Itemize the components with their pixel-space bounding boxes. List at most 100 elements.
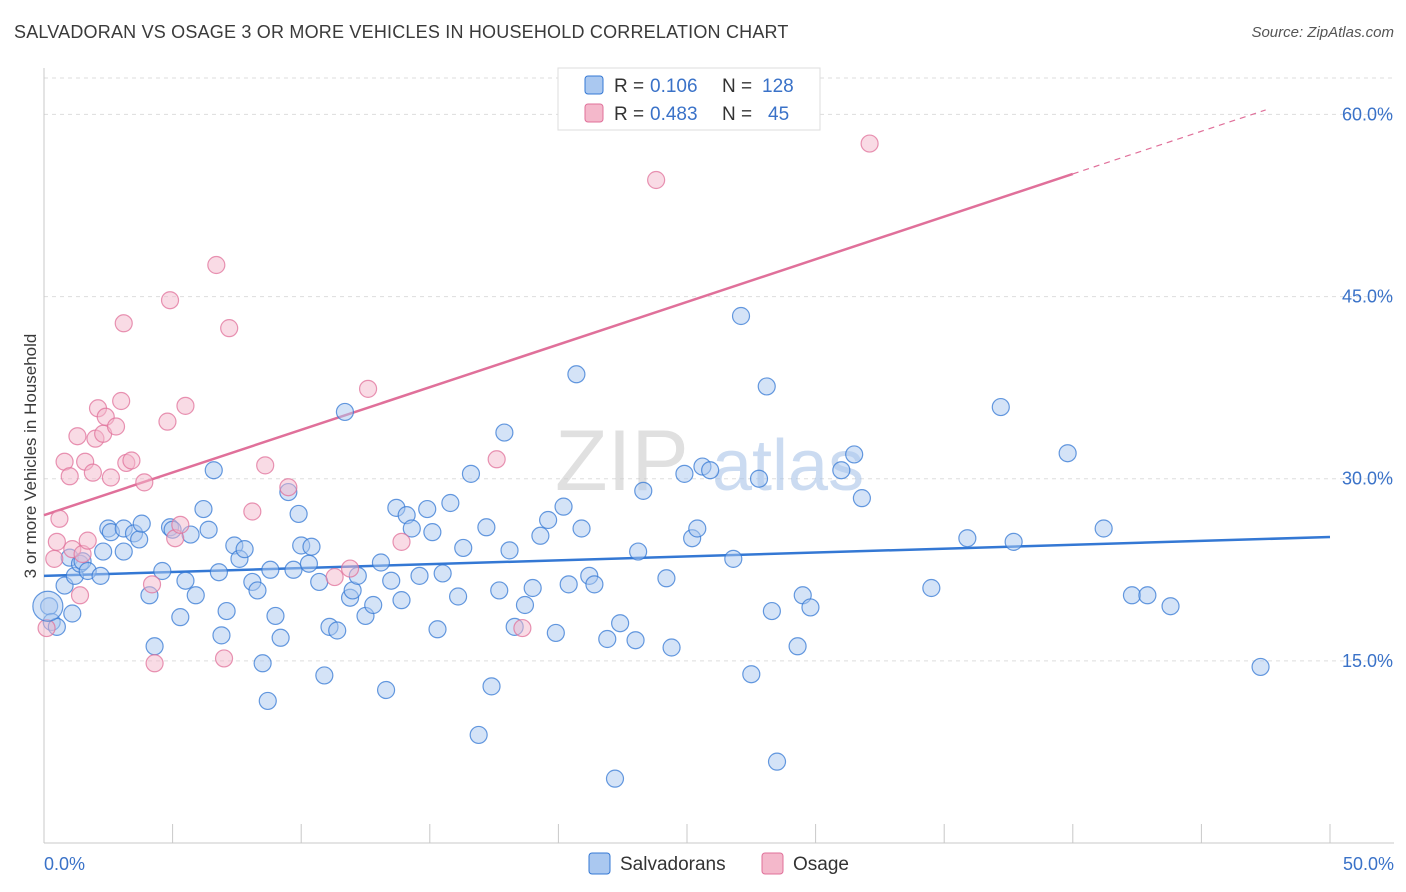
point-salvadorans (376, 680, 396, 700)
legend-r-value-2: 0.483 (650, 104, 698, 125)
point-salvadorans (477, 518, 496, 537)
point-salvadorans (490, 581, 509, 600)
point-salvadorans (991, 397, 1010, 417)
point-salvadorans (428, 620, 447, 639)
point-salvadorans (788, 637, 807, 656)
point-salvadorans (266, 606, 285, 626)
point-salvadorans (204, 461, 223, 480)
point-osage (160, 291, 180, 310)
point-salvadorans (469, 725, 488, 745)
legend-stats: R = 0.106 N = 128 R = 0.483 N = 45 (557, 67, 821, 131)
point-salvadorans (554, 497, 573, 516)
point-osage (243, 502, 262, 521)
point-salvadorans (392, 591, 411, 610)
point-salvadorans (145, 637, 164, 656)
point-salvadorans (572, 519, 591, 538)
point-osage (214, 649, 234, 668)
point-osage (45, 549, 64, 568)
x-tick-labels: 0.0% 50.0% (44, 854, 1394, 874)
point-salvadorans (626, 631, 645, 650)
point-salvadorans (63, 604, 82, 623)
point-osage (37, 618, 56, 638)
point-osage (256, 456, 275, 475)
point-salvadorans (1138, 586, 1157, 605)
legend-swatch-salvadorans-bottom (588, 852, 611, 875)
point-salvadorans (284, 560, 303, 579)
point-osage (50, 509, 69, 528)
point-salvadorans (176, 571, 195, 590)
point-salvadorans (130, 530, 149, 549)
y-axis-label: 3 or more Vehicles in Household (21, 334, 40, 579)
point-salvadorans (261, 560, 280, 579)
point-salvadorans (724, 549, 743, 568)
point-salvadorans (94, 542, 113, 561)
point-salvadorans (248, 581, 267, 600)
point-osage (279, 478, 298, 497)
point-salvadorans-cluster (32, 590, 64, 622)
chart-title: SALVADORAN VS OSAGE 3 OR MORE VEHICLES I… (14, 22, 789, 42)
point-osage (142, 575, 162, 594)
point-salvadorans (114, 542, 133, 561)
point-salvadorans (433, 564, 452, 583)
point-salvadorans (688, 519, 707, 538)
point-salvadorans (495, 423, 514, 442)
point-salvadorans (371, 553, 391, 572)
legend-swatch-osage (584, 103, 604, 123)
legend-n-label-1: N = (722, 76, 752, 97)
trend-lines (43, 109, 1331, 578)
point-salvadorans (749, 469, 769, 488)
gridlines (44, 77, 1394, 662)
point-salvadorans (757, 377, 776, 396)
point-salvadorans (539, 510, 558, 530)
point-salvadorans (186, 586, 205, 605)
point-osage (860, 134, 879, 153)
point-osage (60, 467, 79, 486)
point-salvadorans (731, 306, 751, 326)
point-salvadorans (1251, 657, 1270, 677)
x-tick-label-min: 0.0% (44, 854, 85, 874)
legend-label-osage: Osage (793, 854, 849, 875)
point-salvadorans (217, 601, 236, 621)
point-salvadorans (657, 569, 676, 588)
point-osage (135, 473, 154, 492)
point-salvadorans (382, 571, 401, 590)
point-salvadorans (701, 461, 720, 480)
source-label: Source: ZipAtlas.com (1251, 24, 1394, 41)
point-salvadorans (153, 561, 172, 581)
point-salvadorans (441, 493, 460, 513)
point-salvadorans (448, 587, 468, 606)
point-osage (101, 468, 120, 487)
point-salvadorans (461, 464, 481, 483)
point-salvadorans (634, 481, 653, 500)
point-salvadorans (629, 542, 648, 561)
point-salvadorans (171, 608, 190, 627)
point-salvadorans (742, 665, 761, 684)
point-salvadorans (212, 626, 231, 645)
point-salvadorans (271, 628, 290, 647)
point-salvadorans (531, 526, 550, 545)
x-tick-label-max: 50.0% (1343, 854, 1394, 874)
point-salvadorans (801, 598, 820, 617)
point-salvadorans (675, 464, 694, 483)
point-salvadorans (605, 769, 625, 788)
legend-r-label-2: R = (614, 104, 644, 125)
point-salvadorans (364, 595, 383, 615)
y-tick-label: 30.0% (1342, 469, 1393, 489)
point-salvadorans (662, 638, 681, 657)
point-salvadorans (258, 691, 277, 711)
trend-line-osage-extension (1072, 109, 1266, 175)
point-osage (358, 379, 378, 398)
point-osage (114, 314, 133, 333)
legend-r-label-1: R = (614, 76, 644, 97)
point-salvadorans (762, 601, 781, 621)
data-points (32, 134, 1270, 788)
point-salvadorans (328, 621, 347, 640)
legend-r-value-1: 0.106 (650, 76, 698, 97)
point-salvadorans (1058, 444, 1077, 463)
point-osage (68, 427, 87, 446)
point-salvadorans (598, 629, 617, 649)
point-salvadorans (832, 461, 851, 480)
point-salvadorans (289, 504, 308, 524)
